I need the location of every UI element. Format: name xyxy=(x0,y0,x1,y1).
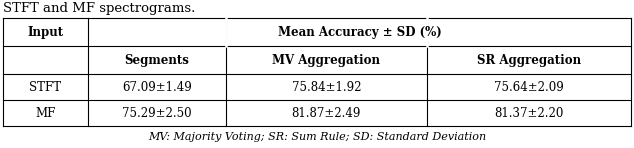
Text: 67.09±1.49: 67.09±1.49 xyxy=(122,81,191,94)
Text: Mean Accuracy ± SD (%): Mean Accuracy ± SD (%) xyxy=(278,26,441,38)
Text: STFT: STFT xyxy=(29,81,61,94)
Text: Segments: Segments xyxy=(124,54,190,67)
Text: 75.29±2.50: 75.29±2.50 xyxy=(122,107,191,120)
Text: 81.37±2.20: 81.37±2.20 xyxy=(495,107,564,120)
Text: 75.84±1.92: 75.84±1.92 xyxy=(292,81,361,94)
Text: 75.64±2.09: 75.64±2.09 xyxy=(494,81,564,94)
Text: 81.87±2.49: 81.87±2.49 xyxy=(292,107,361,120)
Text: MV: Majority Voting; SR: Sum Rule; SD: Standard Deviation: MV: Majority Voting; SR: Sum Rule; SD: S… xyxy=(148,132,486,142)
Text: Input: Input xyxy=(27,26,63,38)
Text: MV Aggregation: MV Aggregation xyxy=(273,54,380,67)
Text: MF: MF xyxy=(36,107,56,120)
Text: SR Aggregation: SR Aggregation xyxy=(477,54,581,67)
Text: STFT and MF spectrograms.: STFT and MF spectrograms. xyxy=(3,2,195,15)
